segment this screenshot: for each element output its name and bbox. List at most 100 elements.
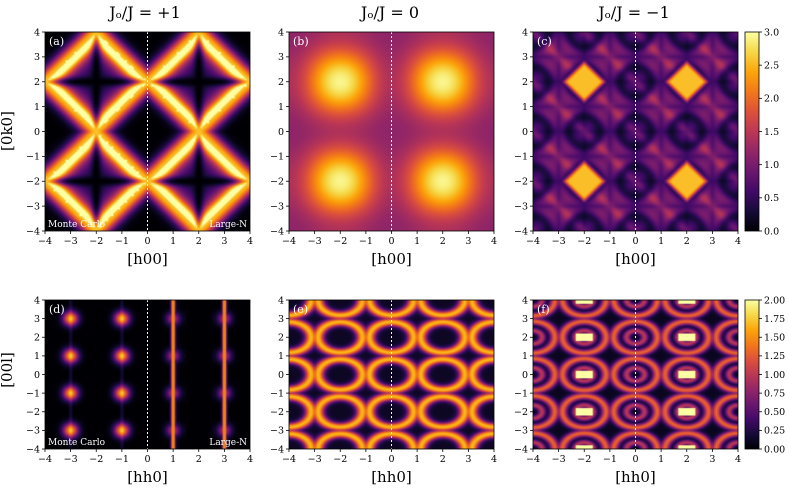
y-tick-label: −2 <box>514 407 528 418</box>
y-tick-label: 1 <box>34 102 40 113</box>
x-tick-label: 1 <box>170 236 176 247</box>
x-tick-label: 1 <box>658 236 664 247</box>
y-tick-label: −1 <box>270 152 284 163</box>
x-tick-label: −1 <box>115 454 129 465</box>
x-tick-label: 4 <box>735 236 741 247</box>
x-axis-label: [hh0] <box>127 468 168 486</box>
heatmap-image <box>289 300 494 449</box>
y-tick-label: 2 <box>522 77 528 88</box>
y-tick-label: 4 <box>522 27 528 38</box>
panel-tag: (a) <box>49 35 64 48</box>
corner-label-monte-carlo: Monte Carlo <box>48 438 105 448</box>
y-tick-label: 4 <box>34 27 40 38</box>
x-axis-label: [h00] <box>371 250 411 268</box>
x-tick-label: −1 <box>603 454 617 465</box>
x-axis-label: [h00] <box>127 250 167 268</box>
x-tick-label: −3 <box>308 454 322 465</box>
x-tick-label: −3 <box>64 236 78 247</box>
colorbar-tick-label: 3.0 <box>764 27 779 38</box>
x-tick-label: −1 <box>359 454 373 465</box>
x-tick-label: 1 <box>658 454 664 465</box>
colorbar-tick-label: 0.25 <box>764 426 785 437</box>
colorbar-top: 0.0 0.5 1.0 1.5 2.0 2.5 3.0 <box>744 27 779 237</box>
y-tick-label: 2 <box>522 333 528 344</box>
y-tick-label: 0 <box>34 370 40 381</box>
x-tick-label: −1 <box>115 236 129 247</box>
y-tick-label: −3 <box>514 201 528 212</box>
y-tick-label: −4 <box>270 226 284 237</box>
colorbar-tick-label: 1.0 <box>764 160 779 171</box>
x-tick-label: −3 <box>552 236 566 247</box>
colorbar-tick-label: 0.0 <box>764 226 779 237</box>
x-tick-label: −2 <box>577 236 591 247</box>
y-tick-label: 0 <box>278 370 284 381</box>
x-tick-label: 1 <box>170 454 176 465</box>
y-tick-label: −4 <box>514 444 528 455</box>
panel-tag: (f) <box>537 303 550 316</box>
x-tick-label: 2 <box>684 236 690 247</box>
y-tick-label: −1 <box>270 388 284 399</box>
panel-b: −4 −3 −2 −1 0 1 2 3 4 −4 −3 −2 −1 0 1 2 3 4 [h00] (b) <box>270 27 497 268</box>
x-tick-label: 2 <box>196 236 202 247</box>
x-tick-label: −2 <box>89 454 103 465</box>
x-tick-label: 3 <box>221 236 227 247</box>
x-tick-label: 4 <box>247 454 253 465</box>
y-tick-label: −1 <box>514 388 528 399</box>
x-tick-label: 4 <box>735 454 741 465</box>
x-tick-label: −2 <box>333 454 347 465</box>
x-tick-label: −2 <box>89 236 103 247</box>
x-tick-label: 0 <box>632 236 638 247</box>
colorbar-tick-label: 1.75 <box>764 314 785 325</box>
y-tick-label: −4 <box>270 444 284 455</box>
row1-ylabel: [0k0] <box>0 111 16 151</box>
panel-d: −4 −3 −2 −1 0 1 2 3 4 −4 −3 −2 −1 0 1 2 3 4 [hh0] (d) Monte … <box>26 295 253 486</box>
colorbar-tick-label: 1.50 <box>764 333 785 344</box>
panel-tag: (e) <box>293 303 308 316</box>
x-tick-label: 0 <box>388 236 394 247</box>
x-axis-label: [hh0] <box>615 468 656 486</box>
colorbar-tick-label: 1.25 <box>764 351 785 362</box>
colorbar-tick-label: 0.50 <box>764 407 785 418</box>
x-tick-label: 1 <box>414 236 420 247</box>
y-tick-label: 0 <box>278 127 284 138</box>
y-tick-label: 3 <box>34 52 40 63</box>
x-tick-label: −1 <box>359 236 373 247</box>
x-tick-label: 2 <box>440 454 446 465</box>
y-tick-label: −3 <box>26 426 40 437</box>
y-tick-label: −2 <box>270 177 284 188</box>
x-tick-label: −2 <box>333 236 347 247</box>
y-tick-label: 3 <box>522 314 528 325</box>
colorbar-bottom-gradient <box>744 299 760 450</box>
panel-tag: (c) <box>537 35 552 48</box>
x-tick-label: −4 <box>526 236 540 247</box>
panel-tag: (d) <box>49 303 65 316</box>
y-tick-label: 4 <box>278 27 284 38</box>
y-tick-label: 2 <box>278 77 284 88</box>
y-tick-label: −3 <box>26 201 40 212</box>
x-tick-label: 2 <box>440 236 446 247</box>
x-tick-label: −4 <box>282 236 296 247</box>
x-tick-label: 4 <box>491 236 497 247</box>
y-tick-label: 0 <box>522 370 528 381</box>
panel-tag: (b) <box>293 35 309 48</box>
y-tick-label: 1 <box>522 351 528 362</box>
y-tick-label: −1 <box>26 388 40 399</box>
row2-ylabel: [00l] <box>0 352 16 388</box>
y-tick-label: −4 <box>26 226 40 237</box>
y-tick-label: 3 <box>278 52 284 63</box>
panel-c: −4 −3 −2 −1 0 1 2 3 4 −4 −3 −2 −1 0 1 2 3 4 [h00] (c) <box>514 27 741 268</box>
corner-label-monte-carlo: Monte Carlo <box>48 220 105 230</box>
y-tick-label: −1 <box>514 152 528 163</box>
x-axis-label: [hh0] <box>371 468 412 486</box>
y-tick-label: 1 <box>522 102 528 113</box>
y-tick-label: −3 <box>514 426 528 437</box>
x-tick-label: −3 <box>64 454 78 465</box>
x-tick-label: 0 <box>144 236 150 247</box>
corner-label-large-n: Large-N <box>209 220 247 230</box>
y-tick-label: 2 <box>34 333 40 344</box>
x-tick-label: −4 <box>526 454 540 465</box>
colorbar-tick-label: 2.00 <box>764 295 785 306</box>
y-tick-label: 1 <box>278 102 284 113</box>
x-tick-label: 2 <box>196 454 202 465</box>
